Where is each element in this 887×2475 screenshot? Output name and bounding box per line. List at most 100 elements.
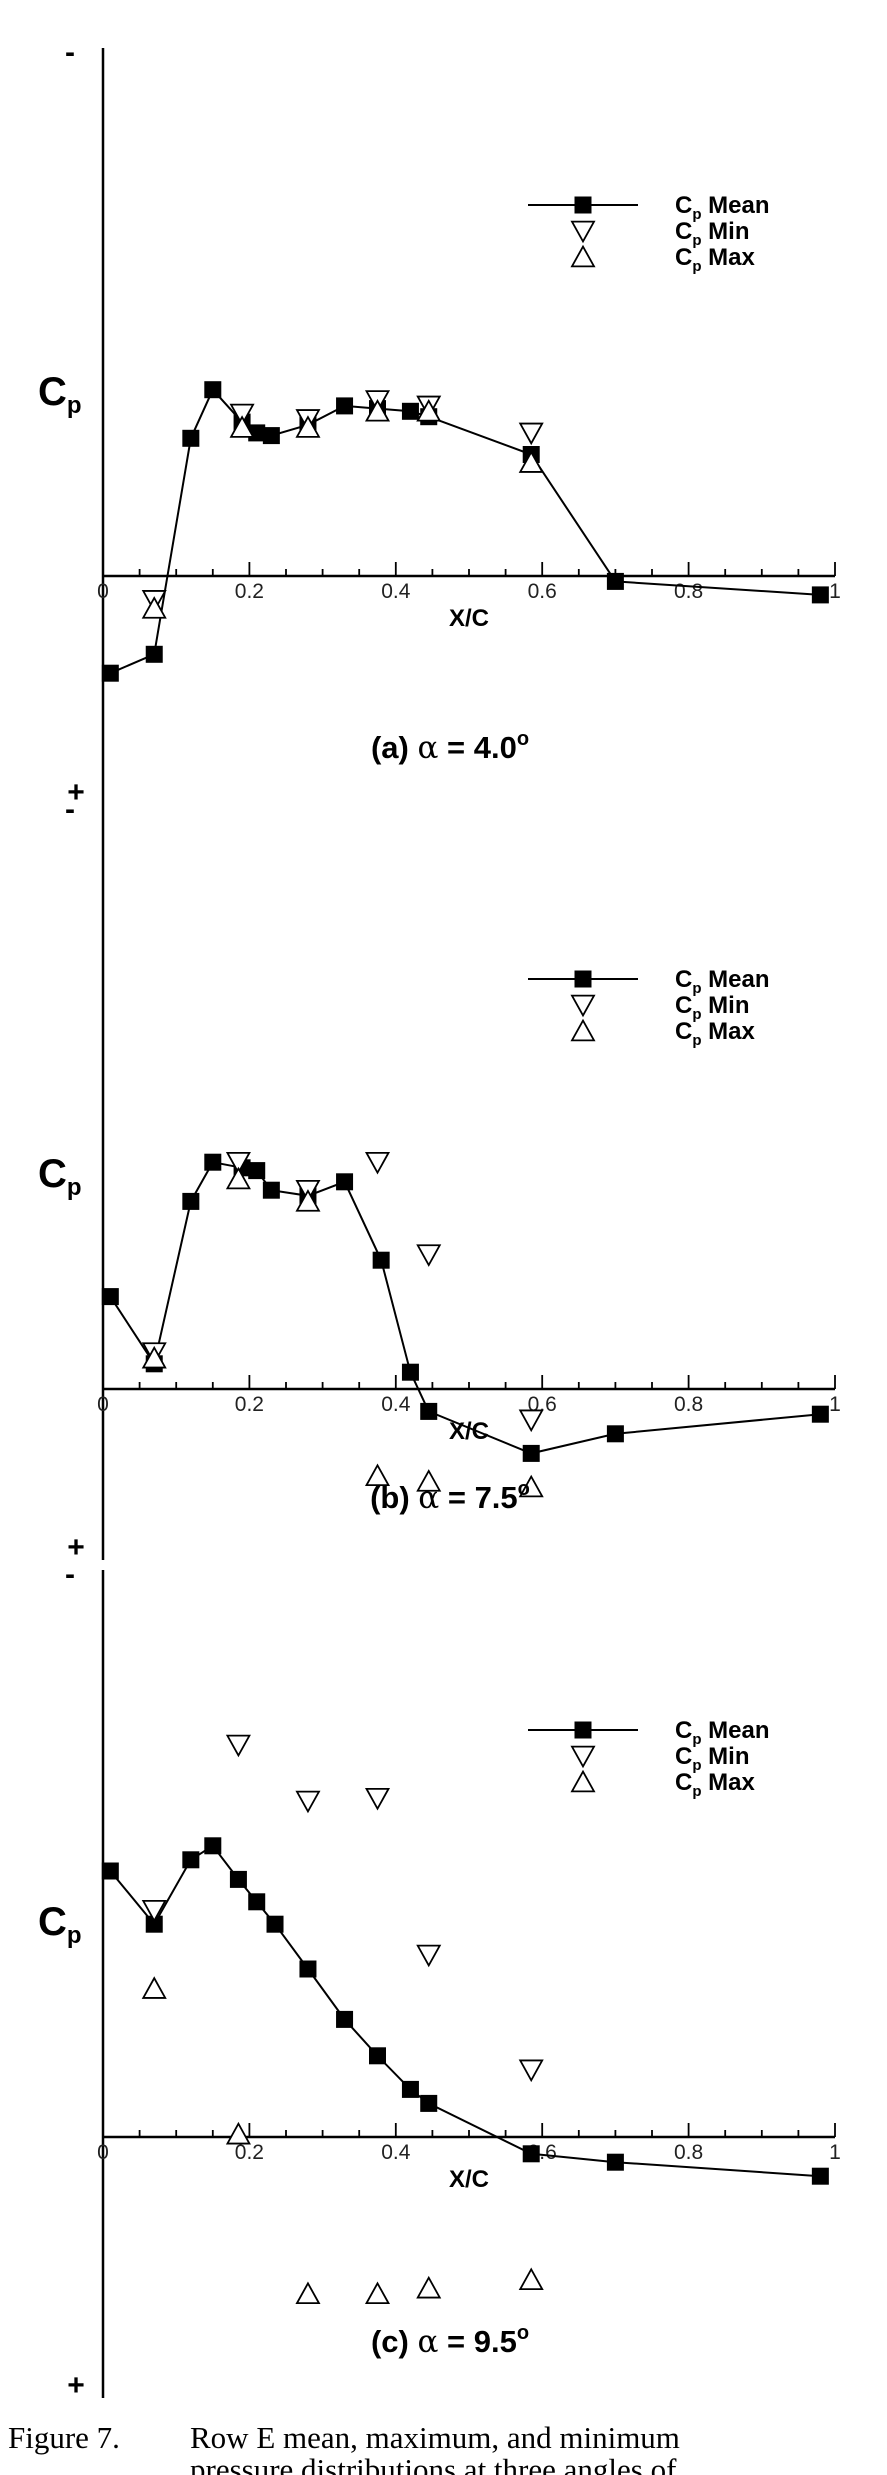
y-top-sign: - (65, 1558, 75, 1591)
min-point (225, 1151, 251, 1175)
mean-series-line (109, 1844, 821, 2178)
x-tick-label: 0 (97, 2141, 109, 2164)
panel-caption: (a) α = 4.0o (371, 728, 529, 766)
panel-caption: (b) α = 7.5o (370, 1478, 530, 1516)
max-point (364, 398, 391, 422)
min-point (518, 2059, 544, 2083)
legend-entry: Cp Max (675, 1018, 756, 1049)
min-point (518, 422, 544, 446)
series-square (101, 381, 829, 682)
legend-entry: Cp Mean (675, 192, 770, 223)
panel-caption: (c) α = 9.5o (371, 2322, 529, 2360)
mean-point (811, 586, 829, 604)
series-square (101, 1153, 829, 1462)
min-point (295, 1790, 321, 1814)
y-axis-title: Cp (38, 1152, 82, 1201)
y-bottom-sign: + (67, 2369, 85, 2402)
min-point (518, 1409, 544, 1433)
legend-marker-up-triangle (570, 1018, 596, 1042)
y-bottom-sign: + (67, 776, 85, 809)
x-tick-label: 0 (97, 1393, 109, 1416)
mean-point (262, 427, 280, 445)
mean-point (522, 2145, 540, 2163)
max-point (295, 415, 321, 438)
mean-point (101, 1862, 119, 1880)
legend-entry: Cp Max (675, 1769, 756, 1800)
mean-point (372, 1251, 390, 1269)
min-point (364, 1787, 391, 1811)
y-bottom-sign: + (67, 1531, 85, 1564)
mean-point (369, 2047, 386, 2065)
legend-marker-square (574, 1721, 592, 1739)
legend-entry: Cp Max (675, 244, 756, 275)
legend-marker-square (574, 196, 592, 214)
series-up-triangle (141, 1976, 544, 2305)
min-point (416, 1944, 442, 1968)
min-point (416, 1244, 442, 1267)
max-point (295, 2281, 321, 2305)
mean-point (401, 402, 419, 420)
y-axis-title: Cp (38, 370, 82, 419)
series-down-triangle (141, 390, 544, 613)
mean-point (182, 1192, 200, 1210)
x-tick-label: 0.8 (674, 2141, 703, 2164)
max-point (364, 1463, 391, 1487)
figure-caption-line2: pressure distributions at three angles o… (190, 2452, 677, 2475)
max-point (141, 1345, 167, 1369)
mean-point (266, 1915, 284, 1933)
series-down-triangle (141, 1734, 544, 2083)
max-point (225, 1166, 251, 1190)
x-tick-label: 0.8 (674, 580, 703, 603)
mean-point (204, 381, 222, 399)
max-point (518, 450, 544, 473)
x-tick-label: 0.6 (528, 580, 557, 603)
min-point (141, 1899, 167, 1923)
max-point (416, 2275, 442, 2299)
mean-point (248, 1162, 266, 1180)
max-point (518, 1474, 544, 1498)
mean-point (145, 645, 163, 663)
min-point (225, 1734, 251, 1758)
mean-point (262, 1181, 280, 1199)
mean-point (336, 2010, 354, 2028)
y-top-sign: - (65, 36, 75, 69)
x-tick-label: 1 (829, 580, 841, 603)
mean-point (204, 1837, 222, 1855)
mean-point (336, 397, 354, 415)
mean-point (420, 1402, 438, 1420)
max-point (416, 398, 442, 422)
x-tick-label: 0.2 (235, 2141, 264, 2164)
series-square (101, 1837, 829, 2185)
x-tick-label: 0.4 (381, 580, 411, 603)
legend-marker-down-triangle (570, 220, 596, 244)
max-point (416, 1469, 442, 1492)
mean-point (606, 2153, 624, 2171)
y-axis-title: Cp (38, 1900, 82, 1949)
figure-caption-line1: Row E mean, maximum, and minimum (190, 2420, 680, 2455)
legend-entry: Cp Mean (675, 1717, 770, 1748)
min-point (364, 1151, 391, 1175)
mean-point (420, 2094, 438, 2112)
legend-marker-down-triangle (570, 1745, 596, 1769)
figure-caption-number: Figure 7. (8, 2420, 120, 2455)
x-tick-label: 1 (829, 2141, 841, 2164)
series-up-triangle (141, 1166, 544, 1498)
legend-entry: Cp Mean (675, 966, 770, 997)
max-point (518, 2267, 544, 2291)
max-point (225, 2121, 251, 2145)
max-point (295, 1189, 321, 1212)
x-tick-label: 1 (829, 1393, 841, 1416)
series-up-triangle (141, 398, 544, 619)
legend-marker-up-triangle (570, 1769, 596, 1793)
mean-point (101, 1288, 119, 1306)
mean-point (336, 1173, 354, 1191)
max-point (141, 596, 167, 619)
x-tick-label: 0.8 (674, 1393, 703, 1416)
x-tick-label: 0 (97, 580, 109, 603)
